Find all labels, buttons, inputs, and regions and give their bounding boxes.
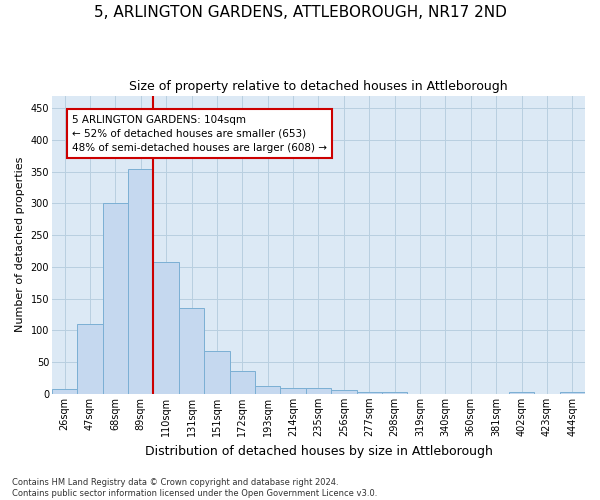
Bar bbox=[204, 350, 230, 394]
Text: 5 ARLINGTON GARDENS: 104sqm
← 52% of detached houses are smaller (653)
48% of se: 5 ARLINGTON GARDENS: 104sqm ← 52% of det… bbox=[72, 114, 327, 152]
Bar bbox=[280, 388, 306, 394]
Bar bbox=[77, 324, 103, 394]
Text: Contains HM Land Registry data © Crown copyright and database right 2024.
Contai: Contains HM Land Registry data © Crown c… bbox=[12, 478, 377, 498]
Bar bbox=[103, 204, 128, 394]
Y-axis label: Number of detached properties: Number of detached properties bbox=[15, 157, 25, 332]
X-axis label: Distribution of detached houses by size in Attleborough: Distribution of detached houses by size … bbox=[145, 444, 493, 458]
Bar bbox=[154, 262, 179, 394]
Bar bbox=[560, 392, 585, 394]
Bar bbox=[52, 389, 77, 394]
Bar bbox=[382, 392, 407, 394]
Bar bbox=[128, 168, 154, 394]
Text: 5, ARLINGTON GARDENS, ATTLEBOROUGH, NR17 2ND: 5, ARLINGTON GARDENS, ATTLEBOROUGH, NR17… bbox=[94, 5, 506, 20]
Bar bbox=[230, 371, 255, 394]
Bar bbox=[509, 392, 534, 394]
Bar bbox=[255, 386, 280, 394]
Bar bbox=[356, 392, 382, 394]
Title: Size of property relative to detached houses in Attleborough: Size of property relative to detached ho… bbox=[129, 80, 508, 93]
Bar bbox=[331, 390, 356, 394]
Bar bbox=[306, 388, 331, 394]
Bar bbox=[179, 308, 204, 394]
